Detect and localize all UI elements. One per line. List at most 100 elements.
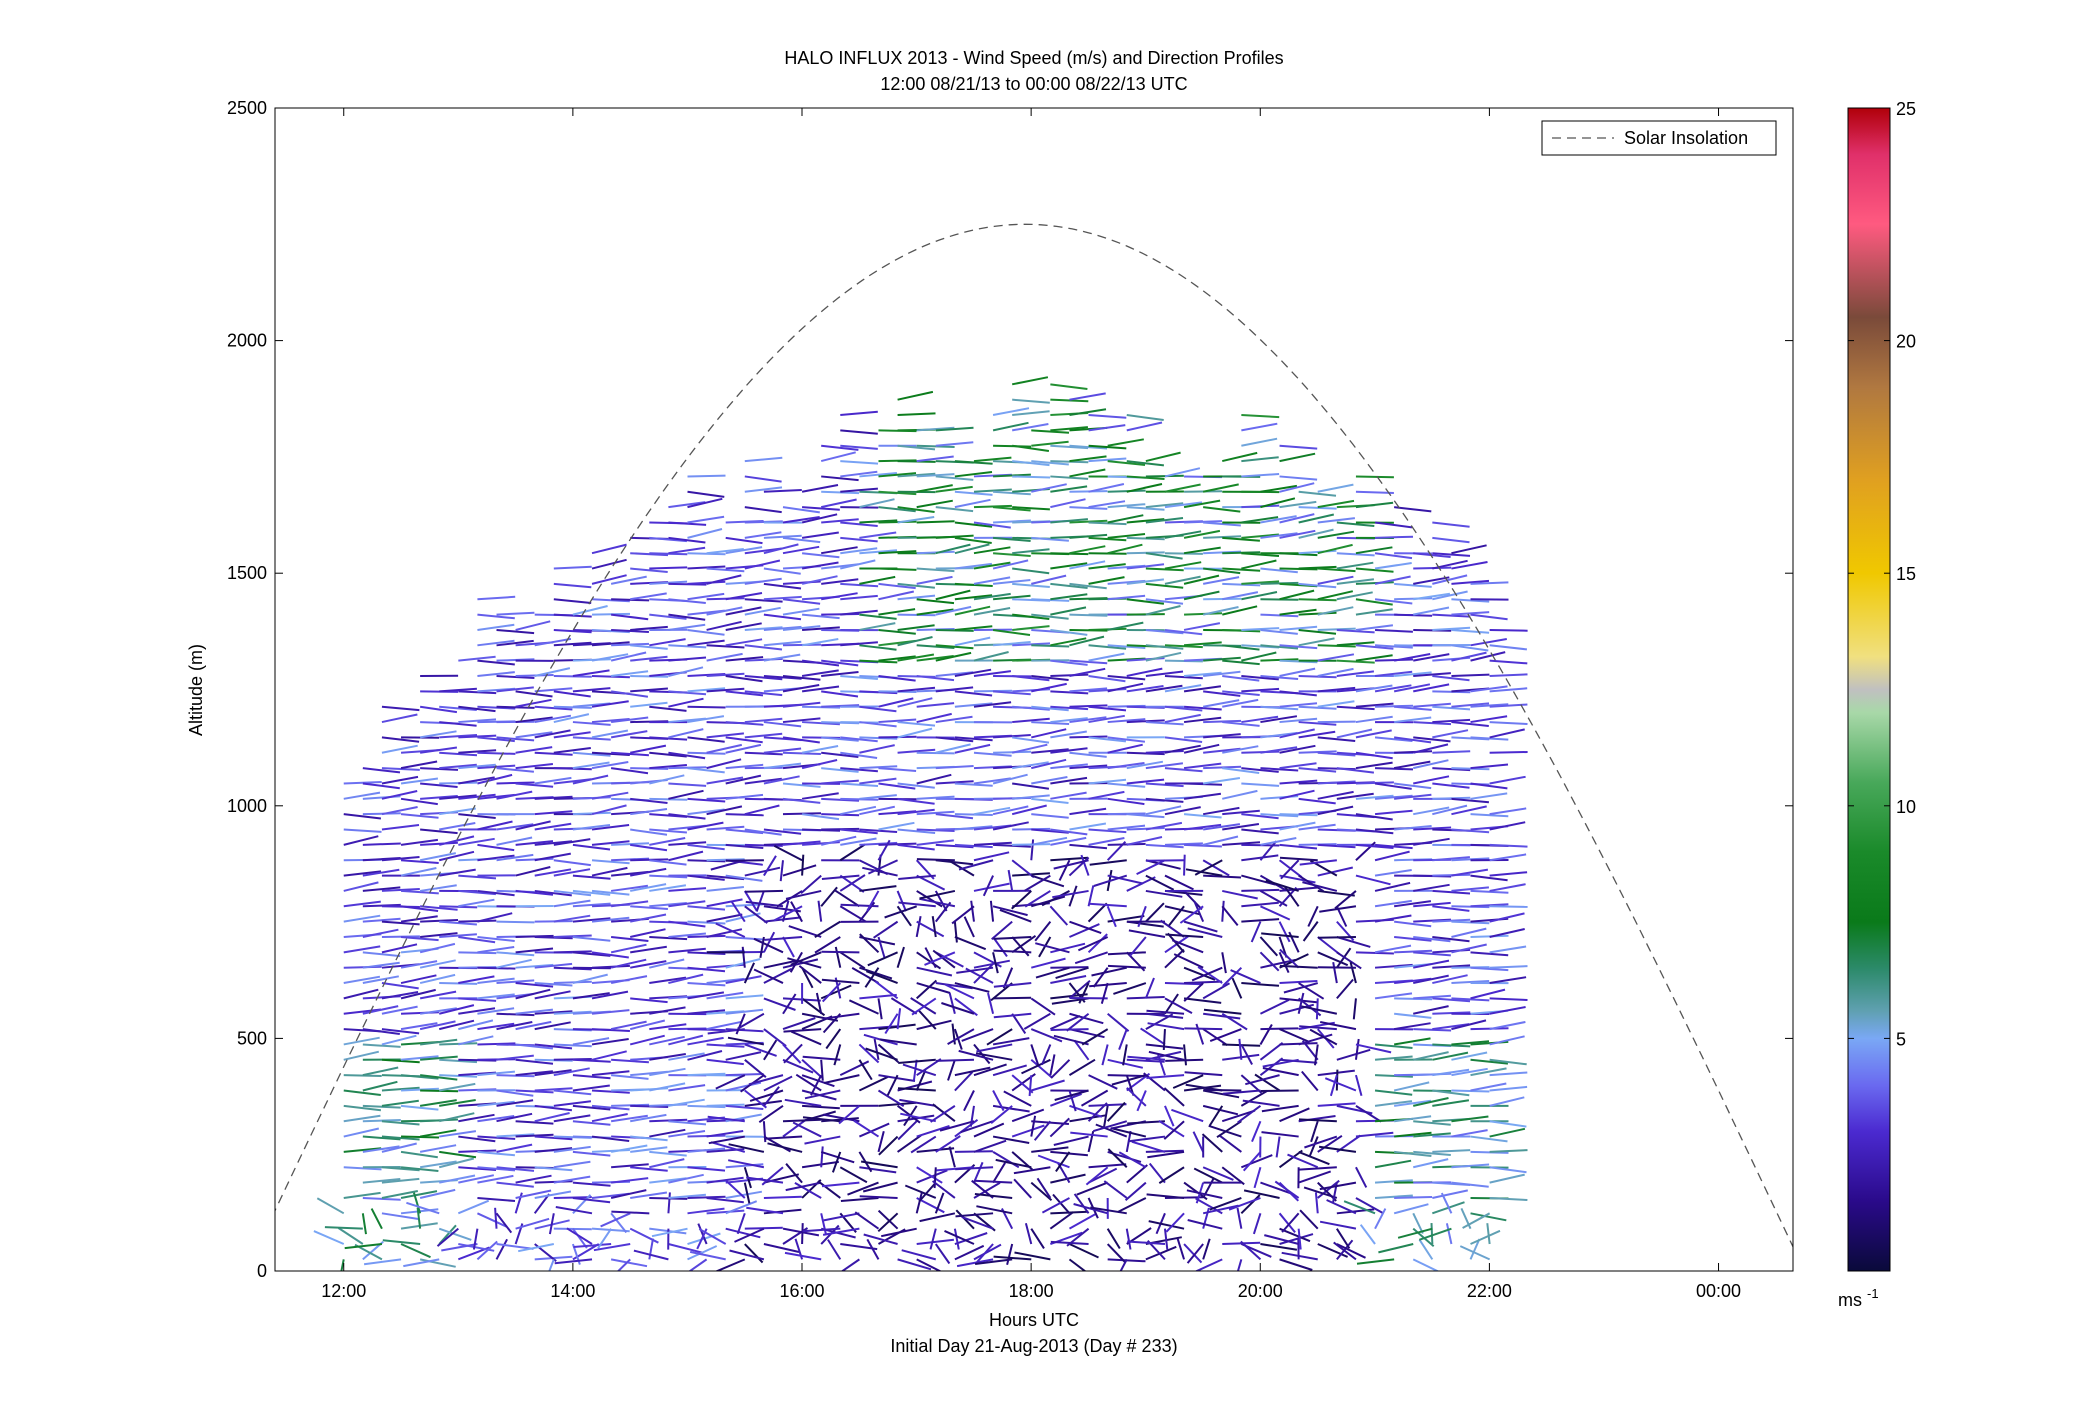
- wind-barb: [976, 1043, 1013, 1053]
- wind-barb: [400, 867, 437, 877]
- wind-barb: [1418, 1227, 1452, 1241]
- wind-barb: [381, 943, 418, 954]
- wind-barb: [725, 843, 764, 849]
- wind-barb: [534, 920, 573, 923]
- wind-barb: [1469, 1238, 1481, 1260]
- wind-barb: [1088, 1103, 1127, 1107]
- wind-barb: [1183, 813, 1222, 819]
- wind-barb: [973, 504, 1012, 509]
- wind-barb: [1259, 840, 1277, 861]
- wind-barb: [801, 1059, 823, 1079]
- wind-barb: [706, 886, 745, 892]
- wind-barb: [610, 1258, 648, 1268]
- wind-barb: [763, 997, 796, 1011]
- wind-barb: [1203, 765, 1242, 770]
- wind-barb: [706, 567, 745, 573]
- wind-barb: [534, 962, 573, 969]
- wind-barb: [1145, 721, 1184, 726]
- wind-barb: [572, 1150, 611, 1157]
- wind-barb: [1355, 843, 1394, 849]
- wind-barb: [458, 749, 497, 754]
- wind-barb: [897, 1258, 932, 1271]
- wind-barb: [1050, 552, 1089, 556]
- wind-barb: [1069, 659, 1108, 665]
- wind-barb: [1432, 536, 1470, 544]
- wind-barb: [953, 921, 958, 943]
- wind-barb: [1050, 993, 1088, 1000]
- wind-barb: [591, 653, 629, 662]
- wind-barb: [668, 1034, 704, 1046]
- wind-barb: [802, 705, 841, 709]
- wind-barb: [687, 580, 726, 585]
- wind-barb: [1489, 1021, 1526, 1031]
- wind-barb: [1011, 890, 1032, 910]
- wind-barb: [1240, 1089, 1268, 1107]
- wind-barb: [725, 1104, 764, 1110]
- wind-barb: [1489, 1085, 1528, 1092]
- wind-barb: [1240, 1194, 1261, 1215]
- wind-barb: [725, 622, 762, 631]
- wind-barb: [698, 1228, 727, 1245]
- wind-barb: [597, 1228, 612, 1249]
- wind-barb: [1374, 521, 1413, 529]
- wind-barb: [935, 813, 974, 820]
- wind-barb: [840, 782, 879, 787]
- wind-barb: [633, 1249, 669, 1261]
- wind-barb: [821, 736, 859, 742]
- wind-barb: [1242, 1099, 1280, 1107]
- wind-barb: [1432, 1089, 1470, 1097]
- wind-barb: [649, 1006, 686, 1015]
- wind-barb: [1006, 1243, 1014, 1265]
- wind-barb: [668, 613, 706, 621]
- wind-barb: [935, 743, 971, 754]
- wind-barb: [929, 1228, 937, 1250]
- wind-barb: [1069, 807, 1107, 816]
- wind-barb: [763, 675, 802, 680]
- wind-barb: [630, 828, 668, 836]
- wind-barb: [916, 520, 955, 524]
- wind-barb: [1279, 625, 1318, 631]
- wind-barb: [1164, 575, 1201, 585]
- wind-barb: [1279, 964, 1318, 969]
- wind-barb: [1451, 767, 1490, 771]
- wind-barb: [1066, 1227, 1090, 1247]
- wind-barb: [1055, 966, 1089, 980]
- wind-barb: [746, 1206, 784, 1215]
- wind-barb: [400, 988, 436, 1000]
- wind-barb: [1355, 1043, 1392, 1054]
- wind-barb: [439, 982, 478, 985]
- wind-barb: [630, 843, 668, 852]
- wind-barb: [1145, 782, 1184, 788]
- wind-barb: [572, 1228, 588, 1249]
- wind-barb: [794, 1182, 822, 1199]
- wind-barb: [515, 857, 554, 862]
- wind-barb: [790, 901, 803, 923]
- wind-barb: [1164, 744, 1201, 754]
- wind-barb: [706, 758, 742, 770]
- wind-barb: [1470, 736, 1509, 741]
- wind-barb: [1163, 1228, 1169, 1250]
- wind-barb: [1393, 653, 1431, 662]
- wind-barb: [362, 1196, 401, 1201]
- wind-barb: [935, 780, 974, 785]
- wind-barb: [1145, 750, 1184, 754]
- wind-barb: [1164, 501, 1203, 509]
- colorbar-unit: ms -1: [1838, 1286, 1879, 1310]
- wind-barb: [496, 1133, 535, 1138]
- wind-barb: [1118, 1028, 1128, 1050]
- wind-barb: [553, 889, 592, 897]
- wind-barb: [1164, 806, 1201, 816]
- wind-barb: [1012, 582, 1050, 588]
- wind-barb: [884, 1013, 899, 1035]
- wind-barb: [1031, 828, 1069, 834]
- y-tick-label: 2000: [227, 331, 267, 351]
- wind-barb: [591, 612, 631, 616]
- wind-barb: [1279, 1227, 1311, 1243]
- wind-barb: [1030, 1079, 1065, 1092]
- wind-barb: [779, 860, 784, 882]
- wind-barb: [725, 736, 763, 744]
- wind-barb: [1335, 1069, 1339, 1091]
- wind-barb: [1128, 929, 1166, 938]
- wind-barb: [477, 889, 515, 897]
- wind-barb: [1489, 775, 1526, 785]
